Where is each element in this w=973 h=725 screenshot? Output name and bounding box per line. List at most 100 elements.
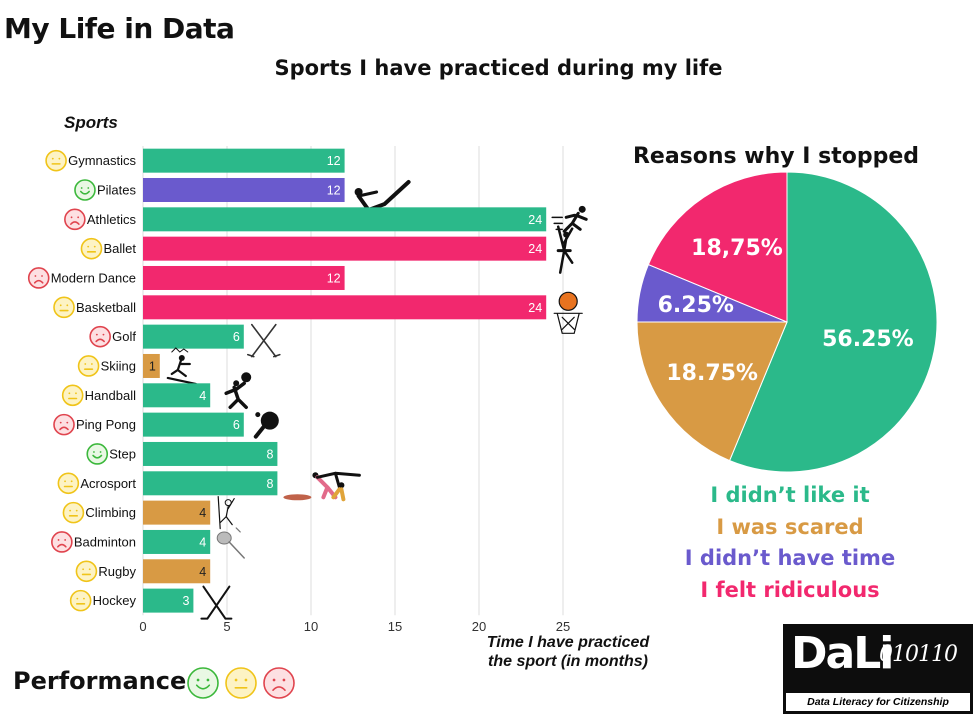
bar-value-label: 24 <box>528 242 542 256</box>
golf-clubs-icon <box>247 323 281 358</box>
category-label: Ping Pong <box>76 417 136 432</box>
face-bad-icon <box>263 667 295 699</box>
category-label: Pilates <box>97 182 137 197</box>
bar-value-label: 12 <box>327 183 341 197</box>
logo-name: DaLi <box>791 628 894 679</box>
bar-value-label: 4 <box>199 535 206 549</box>
face-bad-icon <box>89 325 111 348</box>
bar-value-label: 4 <box>199 506 206 520</box>
face-bad-icon <box>51 531 73 553</box>
bar-value-label: 24 <box>528 213 542 227</box>
pilates-icon <box>354 179 411 213</box>
logo-tagline: Data Literacy for Citizenship <box>786 693 970 711</box>
ping-pong-paddle-icon <box>253 411 279 439</box>
category-label: Badminton <box>74 534 136 549</box>
bar-skiing <box>143 353 160 378</box>
bar-value-label: 6 <box>233 418 240 432</box>
x-tick-label: 25 <box>556 619 570 634</box>
bar-gymnastics <box>143 148 345 173</box>
x-axis-label: Time I have practiced the sport (in mont… <box>486 634 650 670</box>
bar-acrosport <box>143 471 278 496</box>
category-label: Ballet <box>103 241 136 256</box>
bar-badminton <box>143 529 211 554</box>
bar-step <box>143 441 278 466</box>
face-neutral-icon <box>62 501 85 524</box>
category-label: Handball <box>85 388 136 403</box>
y-axis-label: Sports <box>64 113 118 132</box>
legend-scared: I was scared <box>716 514 864 539</box>
legend-ridiculous: I felt ridiculous <box>700 577 880 602</box>
face-neutral-icon <box>75 560 98 583</box>
bar-ping-pong <box>143 412 244 437</box>
basketball-hoop-icon <box>553 291 583 334</box>
bar-value-label: 12 <box>327 271 341 285</box>
face-bad-icon <box>27 267 50 289</box>
bar-value-label: 4 <box>199 389 206 403</box>
category-label: Climbing <box>85 505 136 520</box>
bar-climbing <box>143 500 211 525</box>
face-neutral-icon <box>53 296 75 319</box>
category-label: Skiing <box>101 358 136 373</box>
bar-pilates <box>143 177 345 202</box>
bar-value-label: 4 <box>199 565 206 579</box>
page-title: My Life in Data <box>4 12 235 45</box>
bar-handball <box>143 383 211 408</box>
category-label: Modern Dance <box>51 270 136 285</box>
face-neutral-icon <box>80 237 103 260</box>
x-tick-label: 10 <box>304 619 318 634</box>
runner-icon <box>551 205 588 233</box>
dali-logo: DaLi 010110 Data Literacy for Citizenshi… <box>783 624 973 714</box>
category-label: Hockey <box>93 593 137 608</box>
face-good-icon <box>74 179 96 201</box>
ballerina-icon <box>556 225 574 274</box>
bar-value-label: 1 <box>149 359 156 373</box>
performance-legend-label: Performance: <box>13 667 196 695</box>
bar-basketball <box>143 295 547 320</box>
handball-player-icon <box>224 372 252 410</box>
bar-value-label: 6 <box>233 330 240 344</box>
face-neutral-icon <box>57 472 80 495</box>
category-label: Step <box>109 446 136 461</box>
bar-modern-dance <box>143 265 345 290</box>
bar-athletics <box>143 207 547 232</box>
face-neutral-icon <box>77 355 100 377</box>
x-tick-label: 5 <box>223 619 230 634</box>
category-label: Basketball <box>76 300 136 315</box>
bar-value-label: 8 <box>266 477 273 491</box>
badminton-racket-icon <box>216 527 245 559</box>
skier-icon <box>166 347 197 386</box>
hockey-sticks-icon <box>200 585 233 620</box>
climber-icon <box>217 496 235 530</box>
category-label: Acrosport <box>80 476 136 491</box>
bar-value-label: 12 <box>327 154 341 168</box>
face-good-icon <box>187 667 219 699</box>
acrosport-icon <box>283 471 361 502</box>
pie-chart-title: Reasons why I stopped <box>632 144 920 169</box>
bar-value-label: 24 <box>528 301 542 315</box>
x-tick-label: 15 <box>388 619 402 634</box>
legend-no-time: I didn’t have time <box>684 546 896 570</box>
category-label: Rugby <box>98 564 136 579</box>
chart-title: Sports I have practiced during my life <box>274 56 723 80</box>
legend-didnt-like: I didn’t like it <box>710 483 870 507</box>
performance-legend-faces <box>187 667 295 699</box>
pie-legend: I didn’t like it I was scared I didn’t h… <box>630 480 950 606</box>
bar-rugby <box>143 559 211 584</box>
logo-bits: 010110 <box>879 642 958 667</box>
bar-golf <box>143 324 244 349</box>
category-label: Gymnastics <box>68 153 136 168</box>
face-bad-icon <box>53 413 75 436</box>
bar-ballet <box>143 236 547 261</box>
bar-hockey <box>143 588 194 613</box>
x-tick-label: 20 <box>472 619 486 634</box>
face-good-icon <box>86 443 109 465</box>
category-label: Golf <box>112 329 136 344</box>
face-neutral-icon <box>69 589 92 612</box>
face-neutral-icon <box>225 667 257 699</box>
face-neutral-icon <box>61 384 84 407</box>
face-bad-icon <box>64 208 86 231</box>
bar-value-label: 3 <box>182 594 189 608</box>
bar-value-label: 8 <box>266 447 273 461</box>
x-tick-label: 0 <box>139 619 146 634</box>
